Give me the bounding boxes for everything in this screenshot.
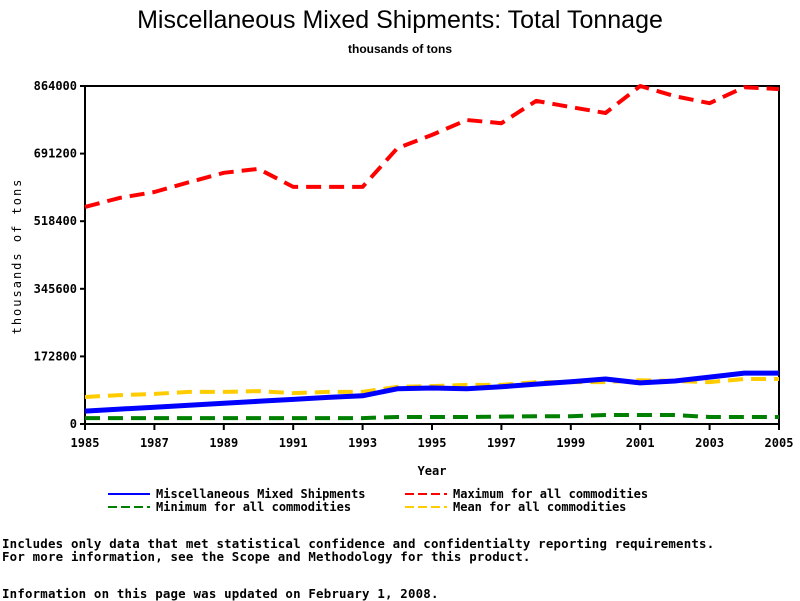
y-tick-label: 345600 xyxy=(34,282,77,296)
y-tick-label: 172800 xyxy=(34,349,77,363)
legend-item: Minimum for all commodities xyxy=(108,500,351,514)
x-tick-label: 1987 xyxy=(140,436,169,450)
y-axis-label: thousands of tons xyxy=(10,178,24,335)
legend-label: Mean for all commodities xyxy=(453,500,626,514)
legend-item: Miscellaneous Mixed Shipments xyxy=(108,487,366,501)
series-group xyxy=(85,86,779,418)
y-tick-label: 518400 xyxy=(34,214,77,228)
x-tick-label: 1989 xyxy=(209,436,238,450)
legend-label: Minimum for all commodities xyxy=(156,500,351,514)
x-tick-label: 1997 xyxy=(487,436,516,450)
series-line-maximum-for-all-commodities xyxy=(85,86,779,207)
x-tick-label: 1999 xyxy=(556,436,585,450)
x-tick-label: 1995 xyxy=(418,436,447,450)
tick-labels: 0 172800 345600 518400 691200 864000 1985 1987 1… xyxy=(34,79,794,450)
updated-note: Information on this page was updated on … xyxy=(2,586,439,601)
y-tick-label: 0 xyxy=(70,417,77,431)
x-tick-label: 2003 xyxy=(695,436,724,450)
x-tick-label: 2001 xyxy=(626,436,655,450)
legend-label: Maximum for all commodities xyxy=(453,487,648,501)
x-axis-label: Year xyxy=(418,464,447,478)
legend-item: Maximum for all commodities xyxy=(405,487,648,501)
legend-item: Mean for all commodities xyxy=(405,500,626,514)
x-tick-label: 1993 xyxy=(348,436,377,450)
y-tick-label: 864000 xyxy=(34,79,77,93)
x-tick-label: 1991 xyxy=(279,436,308,450)
series-line-minimum-for-all-commodities xyxy=(85,415,779,418)
methodology-note: For more information, see the Scope and … xyxy=(2,549,531,564)
x-tick-label: 2005 xyxy=(765,436,794,450)
y-tick-label: 691200 xyxy=(34,147,77,161)
x-tick-label: 1985 xyxy=(71,436,100,450)
legend: Miscellaneous Mixed Shipments Maximum for… xyxy=(108,487,648,514)
legend-label: Miscellaneous Mixed Shipments xyxy=(156,487,366,501)
